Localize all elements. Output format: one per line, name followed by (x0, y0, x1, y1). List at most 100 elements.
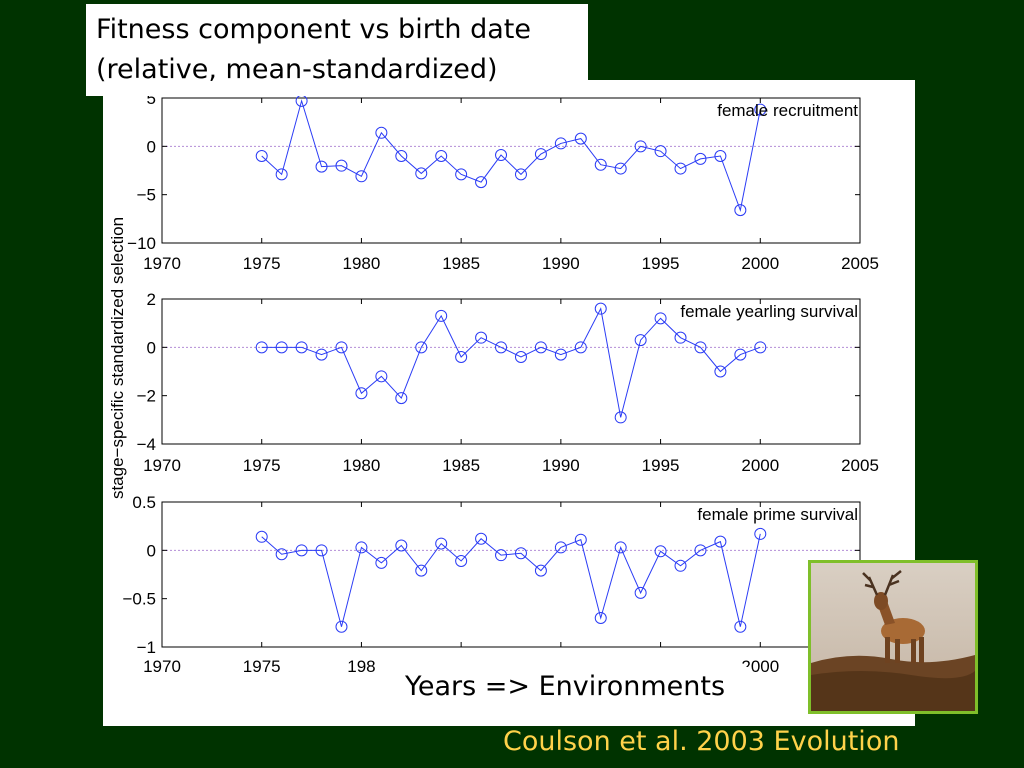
data-point-0-14 (534, 148, 547, 161)
data-point-2-3 (315, 544, 328, 557)
data-point-2-22 (694, 544, 707, 557)
data-point-0-21 (674, 162, 687, 175)
data-point-2-16 (574, 533, 587, 546)
plot-panel (103, 80, 915, 726)
data-point-0-10 (455, 168, 468, 181)
data-point-1-10 (455, 351, 468, 363)
x-tick-label-1-7: 2005 (841, 456, 879, 475)
data-point-2-21 (674, 559, 687, 572)
plot-frame-1 (161, 298, 861, 445)
data-point-1-18 (614, 411, 627, 424)
data-point-2-23 (714, 535, 727, 548)
data-point-0-20 (654, 145, 667, 158)
red-deer-stag-photo-icon (808, 560, 978, 714)
data-point-2-10 (455, 554, 468, 567)
citation: Coulson et al. 2003 Evolution (503, 726, 900, 757)
data-point-2-6 (375, 556, 388, 569)
data-point-1-3 (315, 348, 328, 361)
title-box: Fitness component vs birth date (relativ… (86, 4, 588, 96)
data-point-0-3 (315, 160, 328, 173)
data-point-1-21 (674, 331, 687, 344)
series-annotation-1: female yearling survival (680, 302, 858, 321)
data-point-0-19 (634, 140, 647, 153)
x-caption: Years => Environments (380, 667, 750, 707)
series-line-1 (261, 307, 761, 418)
data-point-0-12 (495, 149, 508, 162)
data-point-0-8 (415, 167, 428, 180)
data-point-1-5 (355, 387, 368, 400)
data-point-0-7 (395, 150, 408, 162)
data-point-1-22 (694, 341, 707, 354)
y-tick-label-2-0: 0.5 (132, 493, 156, 512)
x-tick-label-0-4: 1990 (542, 254, 580, 273)
y-tick-label-0-3: −10 (127, 234, 156, 253)
data-point-1-17 (594, 302, 607, 315)
x-tick-label-2-0: 1970 (143, 657, 181, 676)
x-tick-label-0-1: 1975 (243, 254, 281, 273)
data-point-2-4 (335, 620, 348, 633)
y-tick-label-0-1: 0 (147, 137, 156, 156)
data-point-1-19 (634, 334, 647, 347)
x-tick-label-0-5: 1995 (642, 254, 680, 273)
y-tick-label-1-3: −4 (137, 435, 156, 454)
data-point-0-22 (694, 152, 707, 165)
y-tick-label-0-2: −5 (137, 186, 156, 205)
x-tick-label-1-0: 1970 (143, 456, 181, 475)
x-tick-label-0-2: 1980 (343, 254, 381, 273)
y-tick-label-1-2: −2 (137, 387, 156, 406)
y-tick-label-0-0: 5 (147, 89, 156, 108)
data-point-2-9 (435, 537, 448, 550)
data-point-0-6 (375, 126, 388, 139)
data-point-2-17 (594, 612, 607, 624)
data-point-0-25 (754, 103, 767, 116)
x-tick-label-2-6: 2000 (741, 657, 779, 676)
series-annotation-0: female recruitment (717, 101, 858, 120)
data-point-2-12 (495, 549, 508, 562)
data-point-0-13 (514, 168, 527, 181)
x-tick-label-0-0: 1970 (143, 254, 181, 273)
y-tick-label-1-1: 0 (147, 338, 156, 357)
x-tick-label-1-4: 1990 (542, 456, 580, 475)
x-tick-label-0-6: 2000 (741, 254, 779, 273)
x-tick-label-1-6: 2000 (741, 456, 779, 475)
data-point-2-25 (754, 527, 767, 540)
x-tick-label-2-1: 1975 (243, 657, 281, 676)
data-point-0-24 (734, 204, 747, 217)
data-point-0-17 (594, 158, 607, 171)
x-tick-label-1-2: 1980 (343, 456, 381, 475)
data-point-1-14 (534, 341, 547, 354)
data-point-1-9 (435, 309, 448, 322)
data-point-1-24 (734, 348, 747, 361)
data-point-0-18 (614, 162, 627, 175)
data-point-1-11 (475, 331, 488, 344)
data-point-2-24 (734, 620, 747, 633)
data-point-2-2 (295, 544, 308, 557)
data-point-0-4 (335, 159, 348, 172)
data-point-2-11 (475, 532, 488, 545)
x-tick-label-1-3: 1985 (442, 456, 480, 475)
data-point-1-23 (714, 365, 727, 378)
data-point-2-14 (534, 564, 547, 577)
data-point-0-16 (574, 132, 587, 145)
series-line-2 (261, 533, 761, 627)
title-line-2: (relative, mean-standardized) (96, 54, 498, 85)
data-point-2-15 (554, 541, 567, 554)
data-point-2-13 (514, 547, 527, 560)
x-tick-label-2-2: 198 (347, 657, 375, 676)
y-tick-label-2-3: −1 (137, 638, 156, 657)
data-point-2-18 (614, 541, 627, 554)
data-point-2-1 (275, 548, 288, 561)
data-point-1-7 (395, 392, 408, 405)
data-point-2-20 (654, 545, 667, 558)
data-point-0-11 (475, 176, 488, 189)
data-point-1-13 (514, 351, 527, 363)
data-point-2-5 (355, 541, 368, 554)
data-point-1-25 (754, 341, 767, 354)
data-point-1-8 (415, 341, 428, 354)
data-point-1-0 (255, 341, 268, 354)
data-point-1-1 (275, 341, 288, 354)
data-point-0-23 (714, 150, 727, 162)
y-tick-label-2-1: 0 (147, 541, 156, 560)
data-point-0-15 (554, 137, 567, 150)
